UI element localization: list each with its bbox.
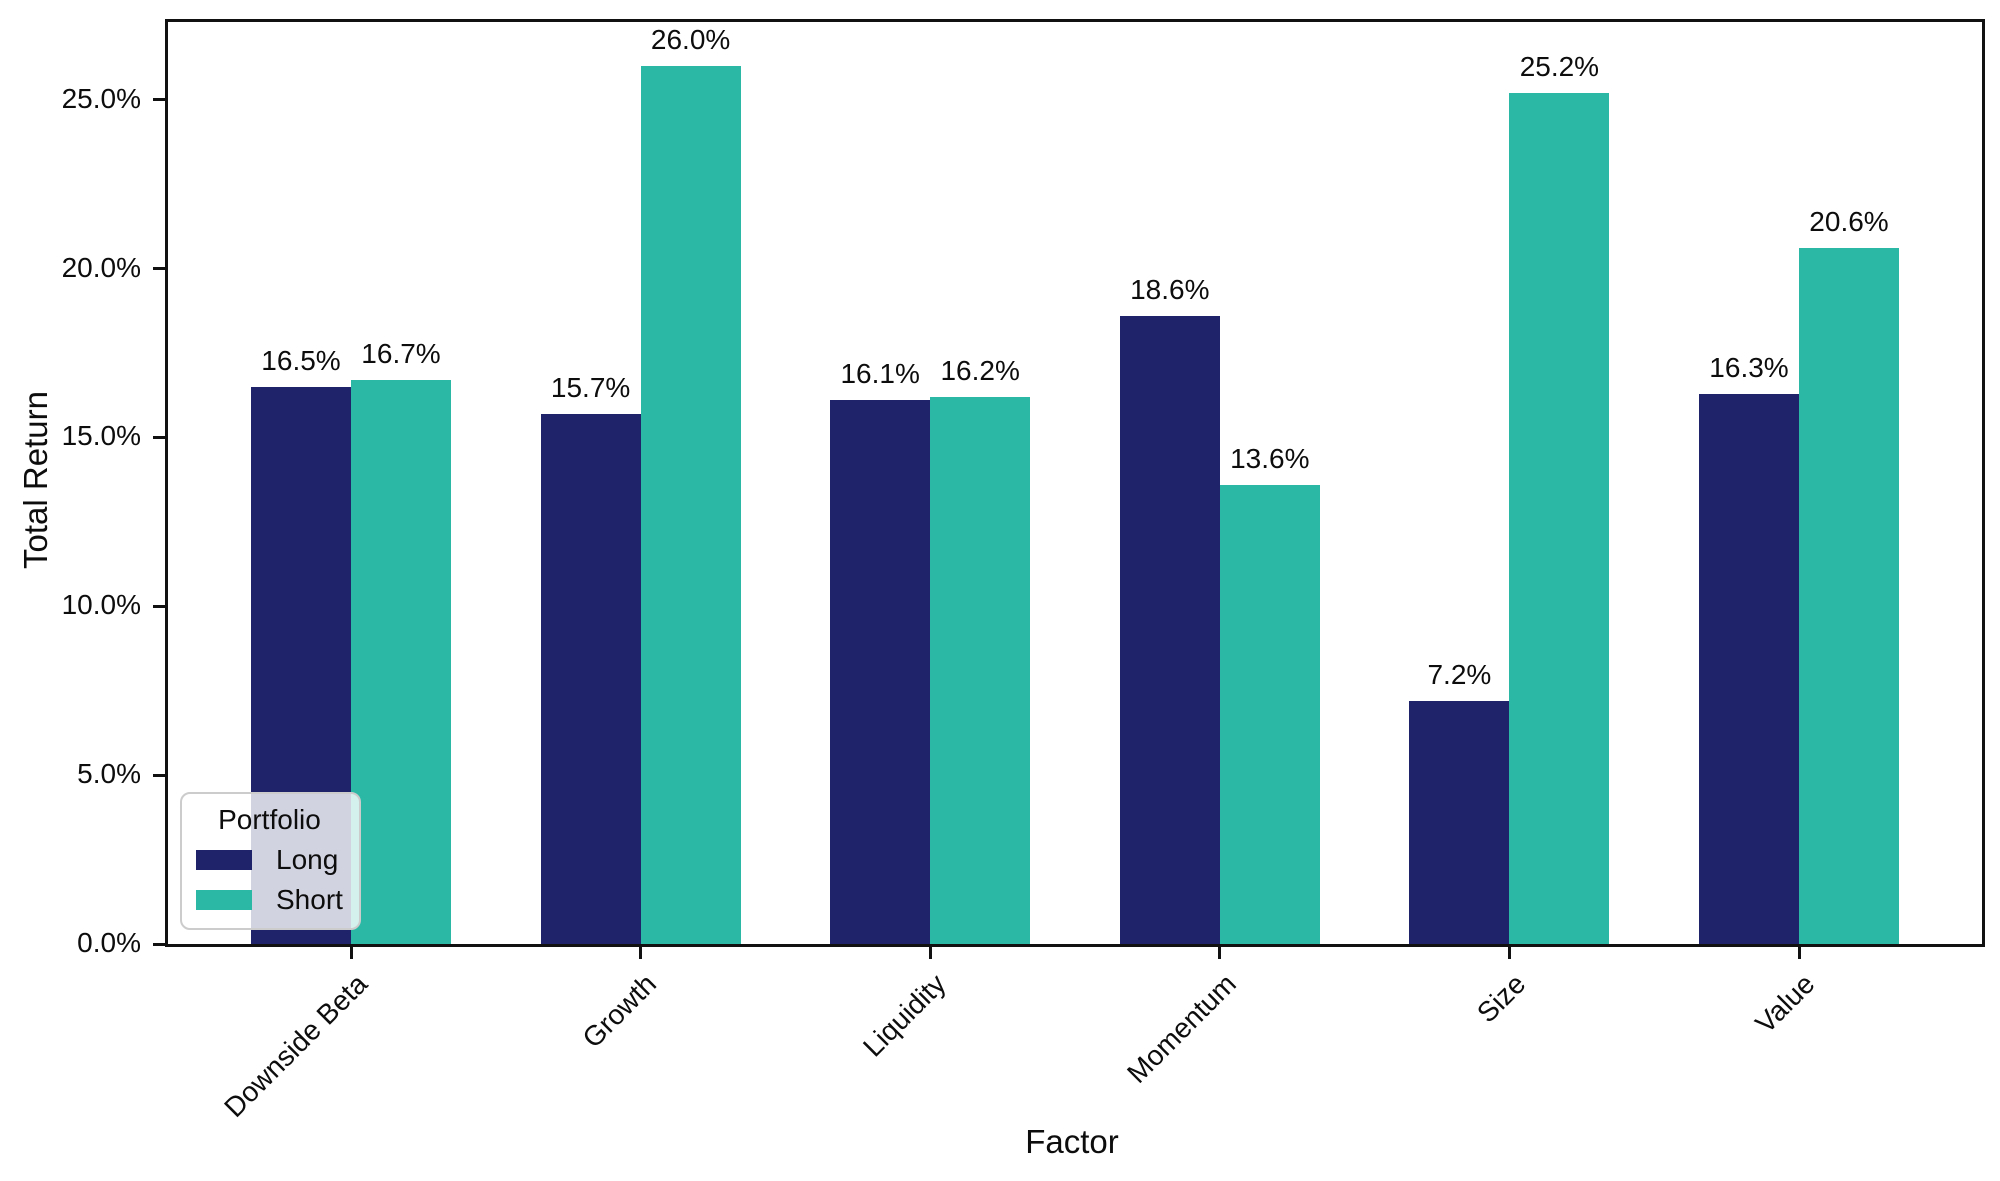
x-tick-label-text-downside-beta: Downside Beta	[217, 968, 373, 1124]
bar-label-short-downside-beta: 16.7%	[361, 338, 441, 369]
bar-short-value	[1799, 248, 1899, 944]
bar-long-size	[1409, 700, 1510, 944]
x-tick-label-text-liquidity: Liquidity	[857, 968, 953, 1063]
bar-label-long-value: 16.3%	[1709, 351, 1789, 383]
y-tick-label-20-0-: 20.0%	[61, 251, 141, 283]
y-tick-label-10-0-: 10.0%	[61, 589, 141, 621]
plot-area: 0.0% 5.0% 10.0% 15.0% 20.0% 25.0% 16.5% 16.7% Do…	[62, 19, 1985, 1123]
x-tick-mark-downside-beta	[349, 947, 353, 959]
bar-label-long-growth: 15.7%	[550, 371, 631, 403]
x-tick-mark-value	[1797, 947, 1801, 959]
bar-label-long-downside-beta: 16.5%	[261, 344, 341, 376]
bar-label-long-momentum: 18.6%	[1130, 273, 1210, 305]
bar-label-short-size: 25.2%	[1519, 50, 1600, 82]
legend: Portfolio Long Short	[180, 792, 361, 930]
bar-label-short-momentum: 13.6%	[1230, 442, 1310, 474]
x-axis-label: Factor	[1025, 1123, 1119, 1160]
x-tick-label-text-size: Size	[1470, 968, 1532, 1029]
legend-entry-short: Short	[196, 884, 343, 916]
y-tick-mark-25-0-	[153, 98, 165, 102]
x-tick-label-text-growth: Growth	[576, 968, 663, 1054]
bar-short-liquidity	[930, 396, 1031, 944]
legend-entry-label-short: Short	[276, 884, 343, 915]
bar-long-momentum	[1119, 315, 1220, 944]
bar-short-momentum	[1219, 484, 1320, 944]
legend-entry-label-long: Long	[276, 844, 339, 875]
bar-label-short-liquidity: 16.2%	[940, 354, 1020, 386]
y-tick-mark-5-0-	[153, 773, 165, 777]
y-tick-label-0-0-: 0.0%	[77, 927, 141, 958]
y-tick-label-15-0-: 15.0%	[61, 420, 141, 452]
bar-long-value	[1699, 393, 1799, 944]
bar-label-long-liquidity: 16.1%	[840, 358, 920, 390]
legend-title: Portfolio	[218, 804, 321, 835]
y-tick-mark-0-0-	[153, 942, 165, 946]
x-tick-label-text-value: Value	[1749, 968, 1821, 1040]
y-tick-mark-15-0-	[153, 435, 165, 439]
bar-short-size	[1509, 92, 1610, 944]
legend-swatch-long	[196, 850, 252, 870]
x-tick-mark-momentum	[1218, 947, 1222, 959]
bar-long-growth	[540, 413, 641, 944]
y-tick-label-25-0-: 25.0%	[61, 82, 141, 114]
legend-entry-long: Long	[196, 844, 343, 876]
x-tick-label-text-momentum: Momentum	[1120, 968, 1242, 1089]
x-tick-mark-liquidity	[928, 947, 932, 959]
y-tick-label-5-0-: 5.0%	[77, 758, 141, 790]
bar-short-growth	[640, 65, 741, 944]
legend-swatch-short	[196, 890, 252, 910]
y-axis-label: Total Return	[17, 391, 54, 569]
legend-entries: Long Short	[196, 844, 343, 916]
bar-label-short-growth: 26.0%	[650, 23, 731, 55]
y-tick-mark-10-0-	[153, 604, 165, 608]
x-tick-mark-size	[1507, 947, 1511, 959]
y-tick-mark-20-0-	[153, 267, 165, 271]
x-tick-mark-growth	[639, 947, 643, 959]
bar-label-long-size: 7.2%	[1427, 658, 1492, 690]
bar-long-liquidity	[830, 400, 931, 944]
bar-label-short-value: 20.6%	[1809, 206, 1889, 238]
bar-short-downside-beta	[351, 380, 451, 944]
